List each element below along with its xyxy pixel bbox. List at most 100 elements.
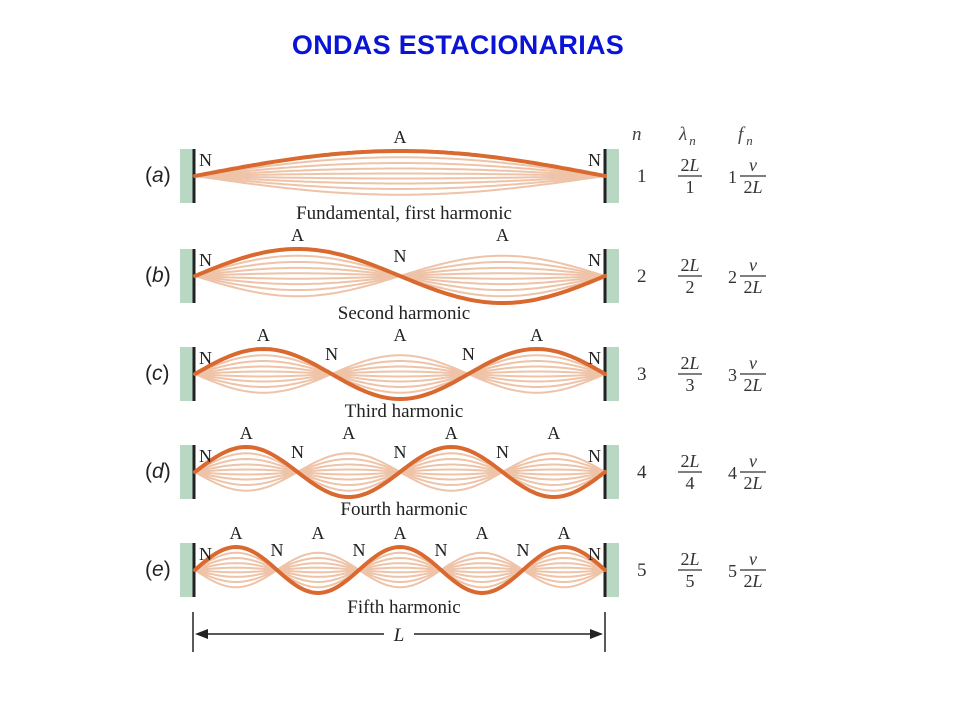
part-label: (c) (145, 362, 170, 385)
frequency-coefficient: 5 (728, 561, 737, 581)
wavelength-numerator: 2L (680, 451, 699, 471)
frequency-coefficient: 2 (728, 267, 737, 287)
string-ghost-curve (194, 175, 606, 185)
string-ghost-curve (194, 175, 606, 190)
frequency-coefficient: 4 (728, 463, 737, 483)
node-label: N (588, 250, 601, 270)
right-wall (606, 445, 619, 499)
node-label: N (199, 446, 212, 466)
node-label: N (199, 250, 212, 270)
string-wave (193, 544, 607, 596)
node-label: N (496, 442, 509, 462)
harmonic-caption: Second harmonic (338, 303, 470, 324)
node-label: N (325, 344, 338, 364)
node-label: N (199, 348, 212, 368)
frequency-denominator: 2L (743, 571, 762, 591)
frequency-numerator: v (749, 353, 757, 373)
right-wall (606, 249, 619, 303)
harmonic-number: 4 (637, 462, 647, 483)
node-label: N (291, 442, 304, 462)
wavelength-denominator: 4 (686, 473, 695, 493)
left-wall (180, 249, 193, 303)
string-ghost-curve (194, 156, 606, 177)
part-label: (a) (145, 164, 171, 187)
string-wave (193, 247, 607, 305)
page-title: ONDAS ESTACIONARIAS (291, 30, 625, 60)
node-label: N (199, 544, 212, 564)
right-wall (606, 347, 619, 401)
harmonic-number: 2 (637, 266, 647, 287)
string-ghost-curve (194, 167, 606, 177)
wavelength-denominator: 1 (686, 177, 695, 197)
string-ghost-curve (194, 354, 606, 394)
frequency-coefficient: 3 (728, 365, 737, 385)
harmonic-caption: Fourth harmonic (340, 499, 467, 520)
antinode-label: A (240, 423, 253, 443)
node-label: N (394, 246, 407, 266)
antinode-label: A (394, 325, 407, 345)
node-label: N (588, 348, 601, 368)
node-label: N (462, 344, 475, 364)
frequency-numerator: v (749, 255, 757, 275)
string-ghost-curve (194, 365, 606, 383)
string-ghost-curve (194, 360, 606, 388)
harmonic-number: 5 (637, 560, 647, 581)
string-wave (193, 149, 607, 178)
string-ghost-curve (194, 556, 606, 584)
frequency-denominator: 2L (743, 277, 762, 297)
string-ghost-curve (194, 370, 606, 378)
frequency-numerator: v (749, 549, 757, 569)
length-label-bg (384, 622, 414, 644)
left-wall (180, 543, 193, 597)
part-label: (b) (145, 264, 171, 287)
string-wave (193, 444, 607, 500)
right-wall (606, 543, 619, 597)
part-label: (d) (145, 460, 171, 483)
string-ghost-curve (194, 354, 606, 394)
frequency-numerator: v (749, 451, 757, 471)
string-ghost-curve (194, 162, 606, 177)
wavelength-denominator: 2 (686, 277, 695, 297)
frequency-coefficient: 1 (728, 167, 737, 187)
harmonic-number: 3 (637, 364, 647, 385)
node-label: N (588, 544, 601, 564)
node-label: N (517, 540, 530, 560)
harmonic-caption: Fifth harmonic (347, 597, 460, 618)
right-wall (606, 149, 619, 203)
string-wave (193, 346, 607, 402)
string-ghost-curve (194, 566, 606, 574)
antinode-label: A (342, 423, 355, 443)
string-ghost-curve (194, 551, 606, 589)
string-ghost-curve (194, 175, 606, 180)
frequency-denominator: 2L (743, 375, 762, 395)
antinode-label: A (496, 225, 509, 245)
harmonic-number: 1 (637, 166, 647, 187)
length-arrow-left (195, 629, 208, 639)
string-ghost-curve (194, 365, 606, 383)
harmonic-caption: Third harmonic (345, 401, 464, 422)
column-header-n: n (632, 124, 642, 145)
string-ghost-curve (194, 551, 606, 589)
frequency-denominator: 2L (743, 177, 762, 197)
antinode-label: A (291, 225, 304, 245)
wavelength-numerator: 2L (680, 549, 699, 569)
frequency-denominator: 2L (743, 473, 762, 493)
antinode-label: A (394, 523, 407, 543)
left-wall (180, 149, 193, 203)
antinode-label: A (445, 423, 458, 443)
harmonic-caption: Fundamental, first harmonic (296, 203, 512, 224)
left-wall (180, 445, 193, 499)
string-ghost-curve (194, 556, 606, 584)
string-ghost-curve (194, 562, 606, 578)
string-ghost-curve (194, 172, 606, 177)
node-label: N (199, 150, 212, 170)
string-ghost-curve (194, 562, 606, 578)
